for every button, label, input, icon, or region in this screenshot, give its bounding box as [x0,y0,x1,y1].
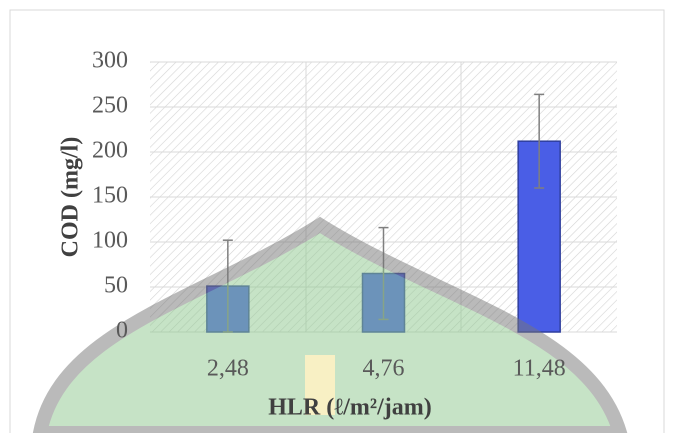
x-tick-label: 2,48 [207,356,249,382]
x-tick-label: 11,48 [513,356,566,382]
chart: HLR (ℓ/m²/jam) COD (mg/l) 0 50 100 150 200 25… [0,0,675,433]
x-tick-label: 4,76 [363,356,405,382]
y-axis-title: COD (mg/l) [58,137,84,258]
y-tick-label: 50 [104,273,128,299]
x-axis-title: HLR (ℓ/m²/jam) [268,395,432,421]
y-tick-label: 100 [92,228,128,254]
y-tick-label: 0 [116,318,128,344]
y-tick-label: 200 [92,138,128,164]
y-tick-label: 250 [92,93,128,119]
y-tick-label: 150 [92,183,128,209]
y-tick-label: 300 [92,48,128,74]
